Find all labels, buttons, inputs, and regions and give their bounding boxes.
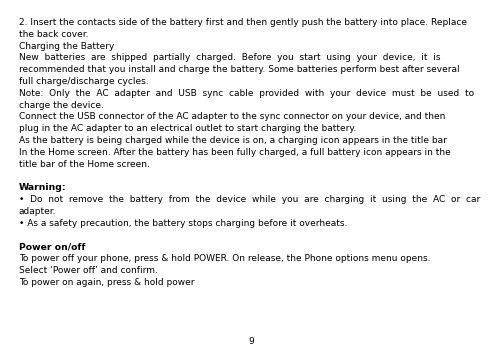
Text: 2. Insert the contacts side of the battery first and then gently push the batter: 2. Insert the contacts side of the batte… [19, 18, 467, 27]
Text: the back cover.: the back cover. [19, 30, 89, 39]
Text: Charging the Battery: Charging the Battery [19, 42, 114, 51]
Text: As the battery is being charged while the device is on, a charging icon appears : As the battery is being charged while th… [19, 136, 447, 145]
Text: Power on/off: Power on/off [19, 242, 86, 251]
Text: adapter.: adapter. [19, 207, 56, 216]
Text: Connect the USB connector of the AC adapter to the sync connector on your device: Connect the USB connector of the AC adap… [19, 112, 445, 121]
Text: Note:  Only  the  AC  adapter  and  USB  sync  cable  provided  with  your  devi: Note: Only the AC adapter and USB sync c… [19, 89, 474, 98]
Text: recommended that you install and charge the battery. Some batteries perform best: recommended that you install and charge … [19, 65, 460, 74]
Text: 9: 9 [248, 337, 255, 346]
Text: Warning:: Warning: [19, 183, 66, 192]
Text: In the Home screen. After the battery has been fully charged, a full battery ico: In the Home screen. After the battery ha… [19, 148, 451, 157]
Text: New  batteries  are  shipped  partially  charged.  Before  you  start  using  yo: New batteries are shipped partially char… [19, 53, 441, 62]
Text: plug in the AC adapter to an electrical outlet to start charging the battery.: plug in the AC adapter to an electrical … [19, 124, 356, 133]
Text: title bar of the Home screen.: title bar of the Home screen. [19, 159, 150, 169]
Text: Select ‘Power off’ and confirm.: Select ‘Power off’ and confirm. [19, 266, 158, 275]
Text: •  Do  not  remove  the  battery  from  the  device  while  you  are  charging  : • Do not remove the battery from the dev… [19, 195, 480, 204]
Text: • As a safety precaution, the battery stops charging before it overheats.: • As a safety precaution, the battery st… [19, 218, 348, 228]
Text: charge the device.: charge the device. [19, 101, 104, 110]
Text: full charge/discharge cycles.: full charge/discharge cycles. [19, 77, 148, 86]
Text: To power on again, press & hold power: To power on again, press & hold power [19, 277, 195, 287]
Text: To power off your phone, press & hold POWER. On release, the Phone options menu : To power off your phone, press & hold PO… [19, 254, 431, 263]
